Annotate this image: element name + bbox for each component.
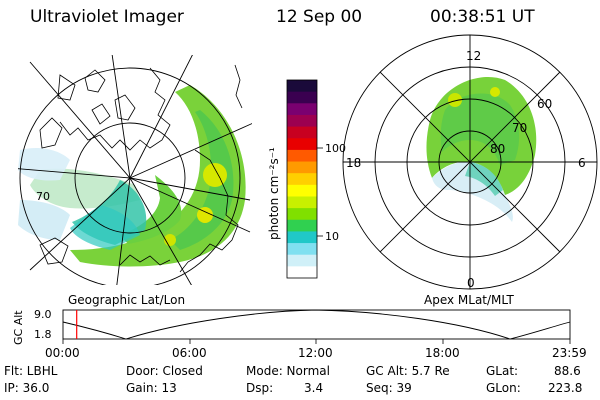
mlt-aurora-emission <box>426 76 537 222</box>
colorbar-swatch <box>287 91 317 104</box>
altitude-plot-frame <box>62 309 571 340</box>
glat-value: 88.6 <box>554 364 581 378</box>
colorbar-swatch <box>287 149 317 163</box>
mlat-label-60: 60 <box>537 97 552 111</box>
geo-aurora-emission <box>18 85 246 267</box>
door-status: Door: Closed <box>126 364 203 378</box>
altitude-xtick-0600: 06:00 <box>172 346 207 360</box>
altitude-xtick-1800: 18:00 <box>425 346 460 360</box>
colorbar-tick-100: 100 <box>325 142 346 155</box>
colorbar-swatch <box>287 80 317 93</box>
dsp-value: 3.4 <box>304 381 324 395</box>
colorbar-swatch <box>287 266 317 279</box>
altitude-xtick-1200: 12:00 <box>298 346 333 360</box>
colorbar-unit-label: photon cm⁻²s⁻¹ <box>267 147 281 240</box>
geo-lat-label: 70 <box>36 190 50 203</box>
altitude-ytick-low: 1.8 <box>34 328 52 341</box>
geo-coastlines <box>39 64 243 273</box>
colorbar-swatch <box>287 103 317 116</box>
colorbar-swatch <box>287 219 317 233</box>
ip-value: IP: 36.0 <box>4 381 50 395</box>
colorbar-swatch <box>287 126 317 139</box>
altitude-plot: 9.0 1.8 GC Alt 00:00 06:00 12:00 18:00 2… <box>12 308 587 360</box>
glat-label: GLat: <box>486 364 519 378</box>
colorbar-gradient <box>287 80 317 279</box>
mlt-polar-plot: 12 18 6 0 60 70 80 <box>342 34 598 290</box>
colorbar-swatch <box>287 243 317 256</box>
image-date: 12 Sep 00 <box>276 7 363 27</box>
colorbar-swatch <box>287 184 317 198</box>
altitude-ytick-high: 9.0 <box>34 308 52 321</box>
instrument-title: Ultraviolet Imager <box>30 7 184 27</box>
glon-value: 223.8 <box>548 381 583 395</box>
altitude-xtick-2359: 23:59 <box>552 346 587 360</box>
colorbar: 100 10 photon cm⁻²s⁻¹ <box>267 79 346 279</box>
mlat-label-80: 80 <box>490 142 505 156</box>
mlt-label-noon: 12 <box>466 49 481 63</box>
mlt-panel-caption: Apex MLat/MLT <box>424 293 514 307</box>
colorbar-tick-10: 10 <box>325 230 339 243</box>
filter-value: Flt: LBHL <box>4 364 58 378</box>
mlt-label-dusk: 18 <box>346 156 361 170</box>
colorbar-swatch <box>287 138 317 151</box>
colorbar-swatch <box>287 196 317 209</box>
altitude-ylabel: GC Alt <box>12 310 25 345</box>
altitude-curve <box>62 309 571 340</box>
dsp-label: Dsp: <box>246 381 274 395</box>
altitude-xtick-0000: 00:00 <box>45 346 80 360</box>
geo-panel-caption: Geographic Lat/Lon <box>68 293 185 307</box>
colorbar-swatch <box>287 254 317 267</box>
colorbar-swatch <box>287 161 317 174</box>
mlt-label-dawn: 6 <box>578 156 586 170</box>
colorbar-swatch <box>287 231 317 244</box>
mlat-label-70: 70 <box>512 121 527 135</box>
geo-grid <box>18 55 252 285</box>
gc-altitude-value: GC Alt: 5.7 Re <box>366 364 450 378</box>
colorbar-swatch <box>287 173 317 186</box>
sequence-value: Seq: 39 <box>366 381 412 395</box>
image-time: 00:38:51 UT <box>430 7 535 27</box>
glon-label: GLon: <box>486 381 521 395</box>
mlt-grid <box>342 34 598 290</box>
geographic-map <box>18 55 252 285</box>
mlt-label-midnight: 0 <box>467 276 475 290</box>
gain-value: Gain: 13 <box>126 381 177 395</box>
altitude-xticks <box>62 339 571 344</box>
mode-value: Mode: Normal <box>246 364 330 378</box>
colorbar-swatch <box>287 114 317 128</box>
colorbar-swatch <box>287 208 317 221</box>
